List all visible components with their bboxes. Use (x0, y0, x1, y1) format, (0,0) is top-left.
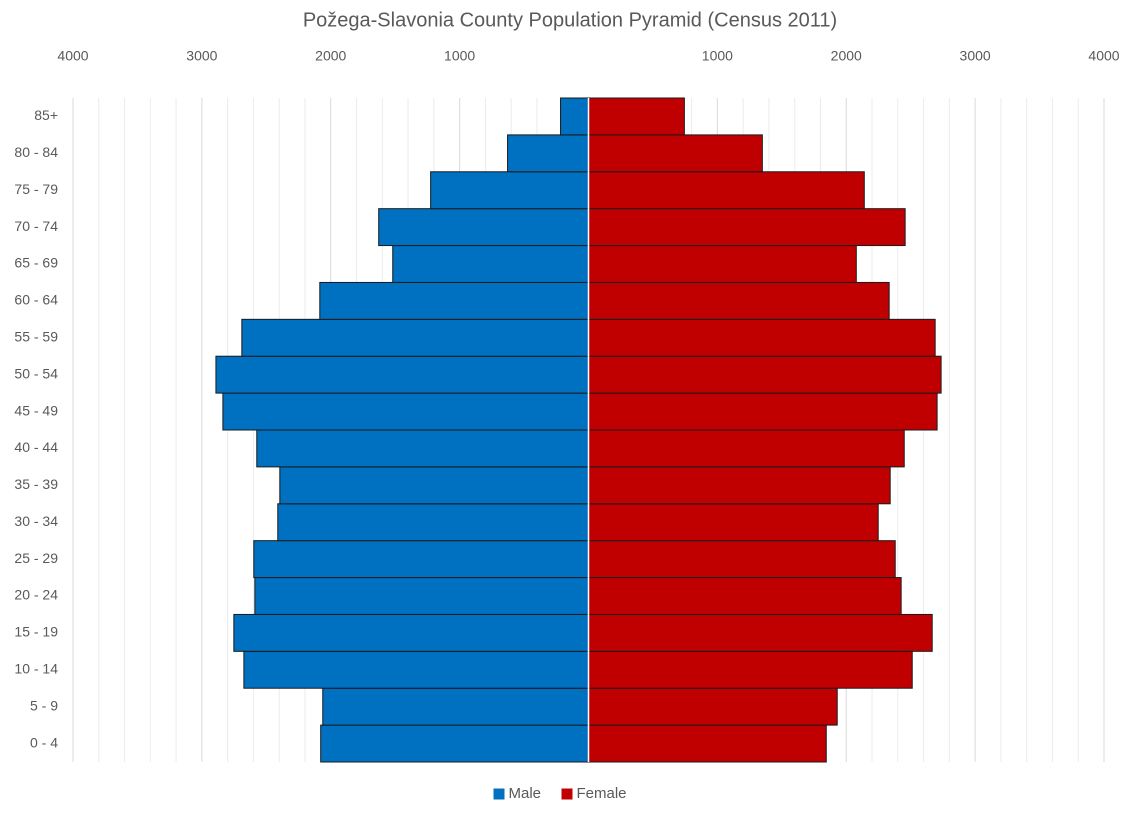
y-tick-label: 55 - 59 (14, 328, 58, 344)
legend-swatch (493, 788, 505, 800)
y-tick-label: 50 - 54 (14, 365, 58, 381)
bar (392, 245, 589, 283)
bar (507, 134, 589, 173)
bar (588, 540, 896, 579)
x-tick-label: 3000 (960, 48, 991, 64)
bar (256, 429, 589, 468)
bar (322, 687, 589, 726)
bar (241, 318, 589, 357)
bar (430, 171, 589, 210)
bar (215, 355, 590, 394)
bar (277, 503, 589, 542)
bar (588, 650, 913, 689)
bar (243, 650, 589, 689)
x-tick-label: 4000 (1088, 48, 1119, 64)
x-tick-label: 1000 (702, 48, 733, 64)
chart-title: Požega-Slavonia County Population Pyrami… (303, 9, 837, 31)
bar (588, 392, 938, 431)
legend-label: Male (509, 785, 542, 802)
y-tick-label: 10 - 14 (14, 660, 58, 676)
y-tick-label: 35 - 39 (14, 476, 58, 492)
bar (233, 613, 589, 652)
bar (588, 355, 942, 394)
y-tick-label: 30 - 34 (14, 513, 58, 529)
bar (253, 540, 590, 579)
bar (588, 724, 827, 763)
y-tick-label: 65 - 69 (14, 255, 58, 271)
y-tick-label: 45 - 49 (14, 402, 58, 418)
bar (588, 318, 936, 357)
bar (588, 503, 879, 542)
bar (254, 577, 589, 615)
y-tick-label: 80 - 84 (14, 144, 58, 160)
bar (588, 171, 865, 210)
bar (378, 208, 589, 247)
bar (588, 687, 838, 726)
x-tick-label: 2000 (831, 48, 862, 64)
y-tick-label: 15 - 19 (14, 624, 58, 640)
bar (588, 429, 905, 468)
y-tick-label: 5 - 9 (30, 697, 58, 713)
bar (588, 613, 933, 652)
bar (319, 281, 589, 320)
x-tick-label: 3000 (186, 48, 217, 64)
y-tick-label: 60 - 64 (14, 292, 58, 308)
x-tick-label: 4000 (57, 48, 88, 64)
bar (279, 466, 589, 505)
y-tick-label: 70 - 74 (14, 218, 58, 234)
y-tick-label: 85+ (34, 107, 58, 123)
bar (560, 97, 589, 136)
labels: 4000 3000 2000 1000 1000 2000 3000 4000 0 - 4 5 -… (14, 48, 1119, 802)
y-tick-label: 75 - 79 (14, 181, 58, 197)
x-tick-label: 1000 (444, 48, 475, 64)
bar (588, 281, 890, 320)
bar (588, 577, 902, 615)
bar (222, 392, 589, 431)
bar (588, 466, 891, 505)
bar (588, 245, 857, 283)
legend-label: Female (577, 785, 627, 802)
bar (588, 208, 906, 247)
x-tick-label: 2000 (315, 48, 346, 64)
y-tick-label: 40 - 44 (14, 439, 58, 455)
legend-swatch (561, 788, 573, 800)
bar (588, 134, 763, 173)
y-tick-label: 0 - 4 (30, 734, 58, 750)
bar (320, 724, 589, 763)
bar (588, 97, 685, 136)
y-tick-label: 25 - 29 (14, 550, 58, 566)
y-tick-label: 20 - 24 (14, 587, 58, 603)
bars (215, 97, 942, 763)
